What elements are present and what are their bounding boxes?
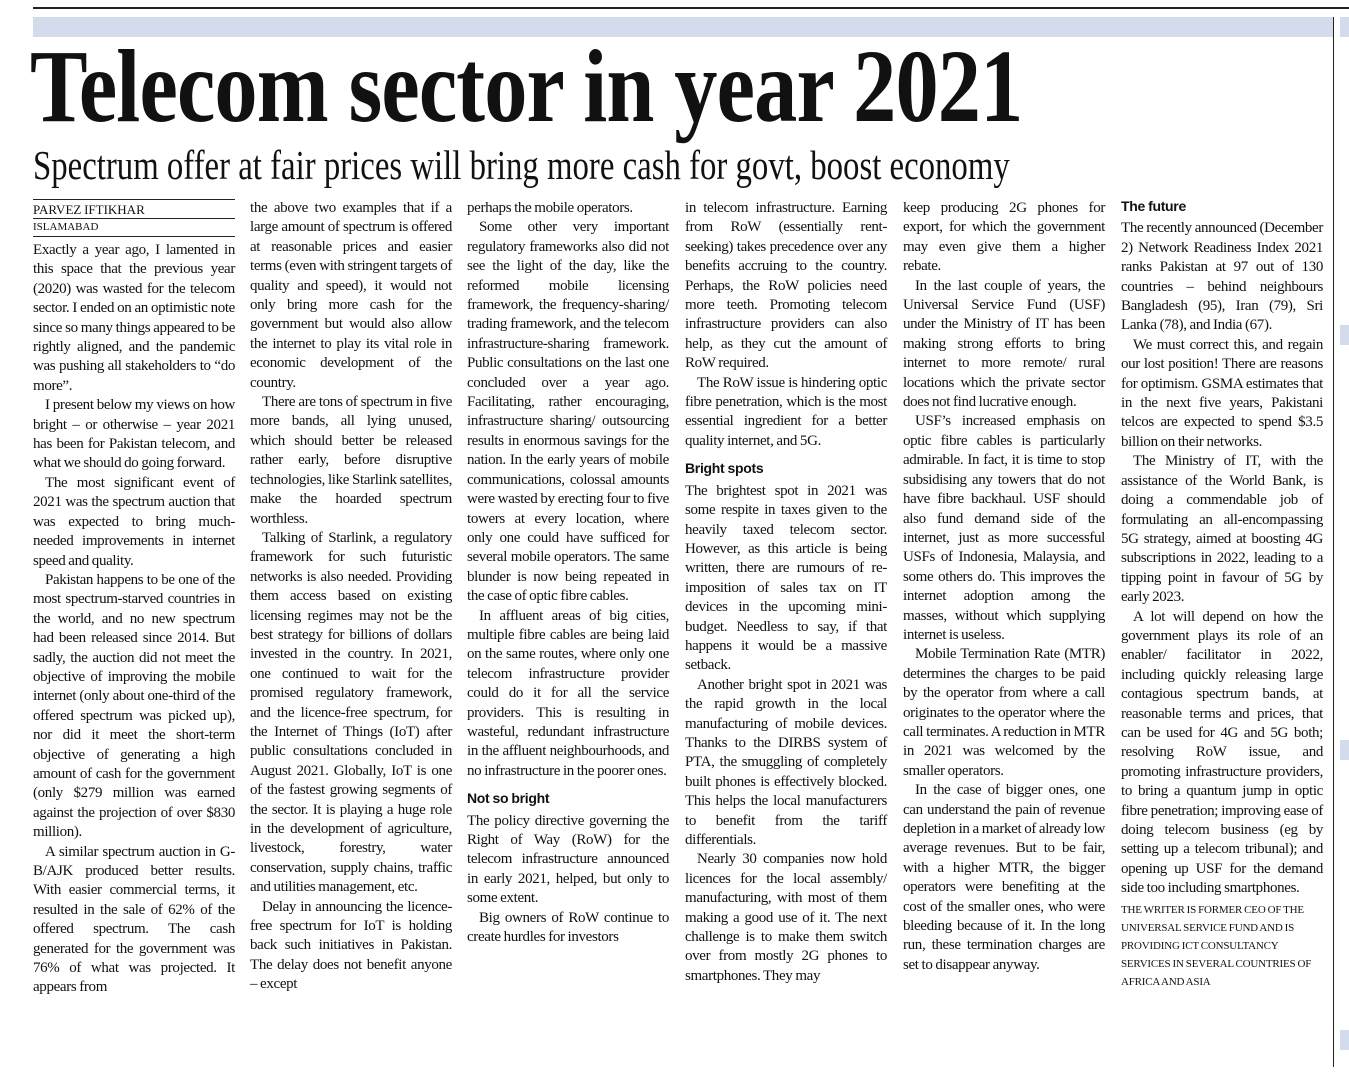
paragraph: The policy directive governing the Right… [467,812,669,907]
section-subheading: The future [1121,198,1186,214]
paragraph: Some other very important regulatory fra… [467,219,669,605]
paragraph: Exactly a year ago, I lamented in this s… [33,242,235,394]
paragraph: The recently announced (December 2) Netw… [1121,220,1323,334]
paragraph: We must correct this, and regain our los… [1121,336,1323,450]
paragraph: Mobile Termination Rate (MTR) determines… [903,646,1105,779]
paragraph: In the case of bigger ones, one can unde… [903,782,1105,973]
byline: PARVEZ IFTIKHAR ISLAMABAD [33,199,235,237]
paragraph: keep producing 2G phones for export, for… [903,200,1105,275]
paragraph: perhaps the mobile operators. [467,200,633,216]
adjacent-page-band [1340,325,1349,345]
adjacent-page-band [1340,740,1349,760]
paragraph: The most significant event of 2021 was t… [33,474,235,569]
paragraph: Delay in announcing the licence-free spe… [250,898,452,993]
paragraph: Talking of Starlink, a regulatory framew… [250,529,452,896]
paragraph: Nearly 30 companies now hold licences fo… [685,851,887,984]
paragraph: Another bright spot in 2021 was the rapi… [685,676,887,848]
paragraph: Pakistan happens to be one of the most s… [33,571,235,841]
article-column: PARVEZ IFTIKHAR ISLAMABAD Exactly a year a… [33,199,235,998]
paragraph: There are tons of spectrum in five more … [250,394,452,527]
section-subheading: Not so bright [467,790,550,807]
paragraph: the above two examples that if a large a… [250,200,452,391]
paragraph: USF’s increased emphasis on optic fibre … [903,413,1105,643]
author-name: PARVEZ IFTIKHAR [33,201,235,219]
headline: Telecom sector in year 2021 [30,29,1023,144]
subheadline: Spectrum offer at fair prices will bring… [33,142,1010,188]
paragraph: in telecom infrastructure. Earning from … [685,200,887,372]
article-column: perhaps the mobile operators. Some other … [467,199,669,947]
paragraph: Big owners of RoW continue to create hur… [467,909,669,946]
author-bio: THE WRITER IS FORMER CEO OF THE UNIVERSA… [1121,903,1312,988]
paragraph: A similar spectrum auction in G-B/AJK pr… [33,843,235,996]
paragraph: A lot will depend on how the government … [1121,608,1323,897]
article-column: The future The recently announced (Decemb… [1121,198,1323,991]
article-column: keep producing 2G phones for export, for… [903,199,1105,975]
paragraph: The RoW issue is hindering optic fibre p… [685,374,887,449]
paragraph: The Ministry of IT, with the assistance … [1121,453,1323,606]
article-column: in telecom infrastructure. Earning from … [685,199,887,986]
column-rule [1333,17,1334,1067]
article-column: the above two examples that if a large a… [250,199,452,995]
adjacent-page-band [1340,1030,1349,1050]
adjacent-page-band [1340,17,1349,37]
paragraph: I present below my views on how bright –… [33,397,235,472]
section-subheading: Bright spots [685,460,764,477]
header-band [33,17,1333,37]
top-rule [33,7,1349,9]
paragraph: The brightest spot in 2021 was some resp… [685,482,887,674]
dateline-location: ISLAMABAD [33,219,235,237]
paragraph: In affluent areas of big cities, multipl… [467,607,669,779]
paragraph: In the last couple of years, the Univers… [903,277,1105,411]
